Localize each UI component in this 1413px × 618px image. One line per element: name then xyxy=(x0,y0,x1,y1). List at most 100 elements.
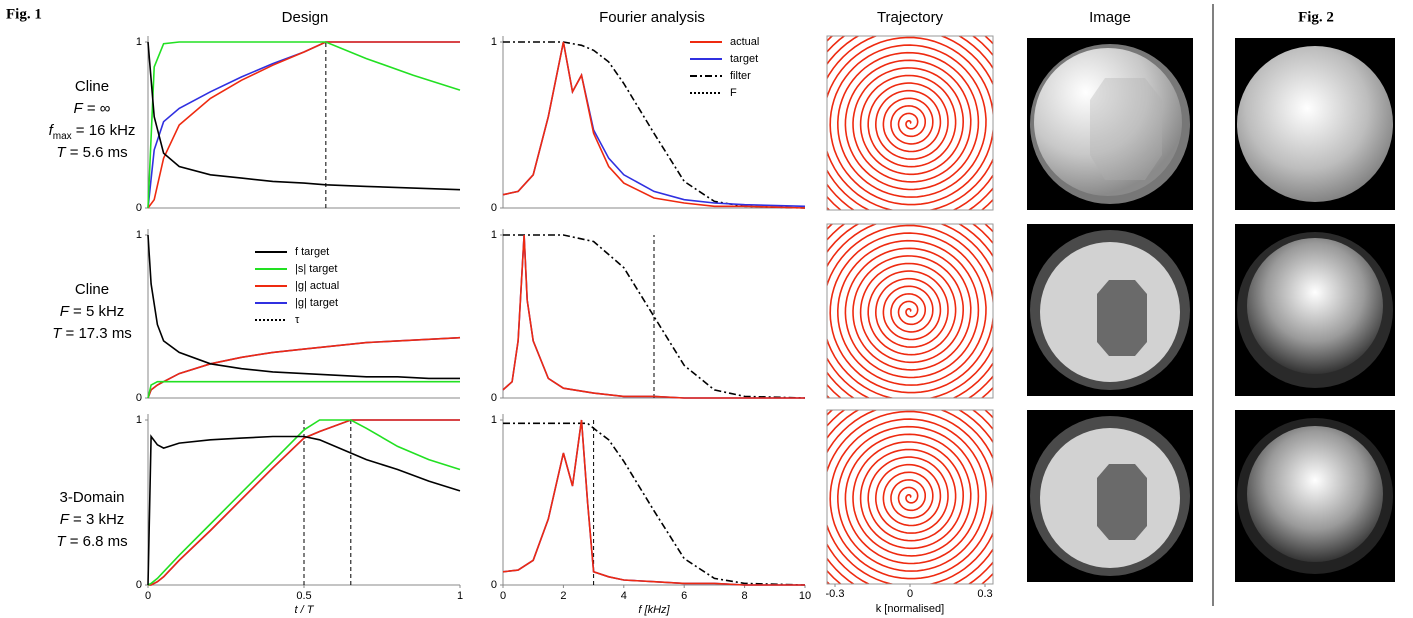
row-label-part: F xyxy=(60,303,70,320)
trajectory-frame xyxy=(826,35,994,211)
series-line xyxy=(147,419,461,586)
series-line xyxy=(147,336,461,399)
legend-label: |s| target xyxy=(295,263,337,275)
column-title: Fourier analysis xyxy=(599,9,705,26)
row-label: T = 17.3 ms xyxy=(52,325,132,342)
image-panel xyxy=(1027,224,1193,396)
x-tick-label: 10 xyxy=(799,590,811,602)
figure-label: Fig. 2 xyxy=(1298,9,1334,25)
figure-label: Fig. 1 xyxy=(6,6,42,22)
row-label: 3-Domain xyxy=(59,489,124,506)
y-tick-label: 1 xyxy=(491,414,497,426)
row-label-part: Cline xyxy=(75,78,109,95)
x-axis-label: t / T xyxy=(295,604,315,616)
series-line xyxy=(148,419,460,586)
legend-label: |g| actual xyxy=(295,280,339,292)
legend-label: F xyxy=(730,87,737,99)
row-label-part: F xyxy=(74,100,84,117)
row-label: F = ∞ xyxy=(74,100,111,117)
y-tick-label: 1 xyxy=(136,36,142,48)
x-tick-label: 0 xyxy=(145,590,151,602)
legend-label: f target xyxy=(295,246,329,258)
x-axis-label: k [normalised] xyxy=(876,603,944,615)
trajectory-spiral xyxy=(827,410,993,584)
legend-label: target xyxy=(730,53,758,65)
row-label: Cline xyxy=(75,281,109,298)
row-label-part: T xyxy=(56,533,67,550)
series-line xyxy=(147,434,461,586)
series-line xyxy=(147,336,461,399)
row-label-part: T xyxy=(52,325,63,342)
row-label: Cline xyxy=(75,78,109,95)
series-line xyxy=(502,419,805,586)
row-label-part: f xyxy=(49,122,55,139)
row-label-part: = 5 kHz xyxy=(69,303,124,320)
x-tick-label: 0.5 xyxy=(296,590,311,602)
y-tick-label: 1 xyxy=(491,229,497,241)
trajectory-spiral xyxy=(827,224,993,398)
column-title: Design xyxy=(282,9,329,26)
series-line xyxy=(503,41,806,209)
y-tick-label: 0 xyxy=(491,392,497,404)
row-label: T = 6.8 ms xyxy=(56,533,127,550)
legend-label: actual xyxy=(730,36,759,48)
y-tick-label: 0 xyxy=(136,579,142,591)
image-panel xyxy=(1027,38,1193,210)
image-panel xyxy=(1235,224,1395,396)
x-tick-label: 0.3 xyxy=(977,588,992,600)
y-tick-label: 1 xyxy=(136,414,142,426)
series-line xyxy=(503,234,806,399)
row-label: T = 5.6 ms xyxy=(56,144,127,161)
trajectory-frame xyxy=(826,223,994,399)
y-tick-label: 1 xyxy=(136,229,142,241)
image-panel xyxy=(1027,410,1193,582)
row-label-part: = 5.6 ms xyxy=(66,144,128,161)
row-label-part: = 17.3 ms xyxy=(61,325,131,342)
y-tick-label: 0 xyxy=(491,579,497,591)
y-tick-label: 0 xyxy=(491,202,497,214)
row-label: fmax = 16 kHz xyxy=(49,122,136,142)
row-label: F = 5 kHz xyxy=(60,303,125,320)
series-line xyxy=(147,41,461,191)
row-label-part: 3-Domain xyxy=(59,489,124,506)
image-panel xyxy=(1235,410,1395,582)
x-tick-label: 6 xyxy=(681,590,687,602)
y-tick-label: 1 xyxy=(491,36,497,48)
row-label-part: = 6.8 ms xyxy=(66,533,128,550)
x-tick-label: 0 xyxy=(907,588,913,600)
image-panel xyxy=(1235,38,1395,210)
row-label-part: max xyxy=(53,131,72,142)
series-line xyxy=(147,41,460,209)
legend-label: filter xyxy=(730,70,751,82)
row-label-part: F xyxy=(60,511,70,528)
x-axis-label: f [kHz] xyxy=(638,604,670,616)
legend-label: τ xyxy=(295,314,300,326)
row-label-part: Cline xyxy=(75,281,109,298)
x-tick-label: -0.3 xyxy=(826,588,845,600)
trajectory-spiral xyxy=(827,36,993,210)
row-label: F = 3 kHz xyxy=(60,511,125,528)
series-line xyxy=(147,41,461,209)
x-tick-label: 0 xyxy=(500,590,506,602)
x-tick-label: 2 xyxy=(560,590,566,602)
series-line xyxy=(502,419,805,586)
legend-label: |g| target xyxy=(295,297,338,309)
series-line xyxy=(502,41,806,209)
row-label-part: = 3 kHz xyxy=(69,511,124,528)
series-line xyxy=(147,234,460,380)
x-tick-label: 1 xyxy=(457,590,463,602)
series-line xyxy=(502,41,806,208)
series-line xyxy=(502,234,805,399)
x-tick-label: 8 xyxy=(742,590,748,602)
y-tick-label: 0 xyxy=(136,392,142,404)
series-line xyxy=(503,422,806,586)
x-tick-label: 4 xyxy=(621,590,627,602)
row-label-part: = 16 kHz xyxy=(72,122,136,139)
row-label-part: = ∞ xyxy=(83,100,111,117)
row-label-part: T xyxy=(56,144,67,161)
column-title: Trajectory xyxy=(877,9,944,26)
y-tick-label: 0 xyxy=(136,202,142,214)
column-title: Image xyxy=(1089,9,1131,26)
